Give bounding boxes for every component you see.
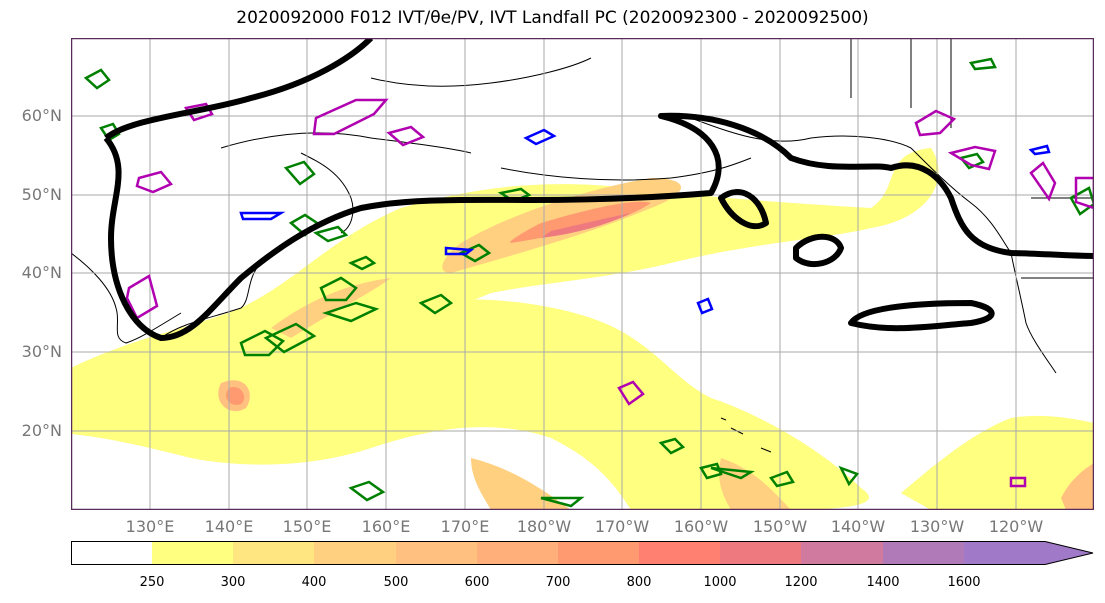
lon-label-170w: 170°W (594, 517, 650, 536)
map-panel (71, 38, 1094, 510)
coastlines (71, 38, 1094, 453)
cbar-bin-1400-1600 (883, 541, 964, 565)
map-frame (71, 38, 1094, 510)
cbar-label-800: 800 (626, 575, 652, 590)
cbar-bin-600-700 (477, 541, 558, 565)
lon-label-150e: 150°E (282, 517, 332, 536)
pv-blue-contours (239, 128, 1051, 315)
cbar-label-1400: 1400 (866, 575, 900, 590)
lat-label-50n: 50°N (21, 185, 62, 204)
cbar-extend-arrow (1045, 541, 1093, 565)
lat-label-20n: 20°N (21, 421, 62, 440)
cbar-label-300: 300 (220, 575, 246, 590)
cbar-label-600: 600 (464, 575, 490, 590)
cbar-bin-700-800 (558, 541, 639, 565)
cbar-label-1200: 1200 (784, 575, 818, 590)
lon-label-120w: 120°W (988, 517, 1044, 536)
cbar-outline (71, 541, 1094, 565)
cbar-bin-1000-1200 (720, 541, 801, 565)
cbar-bin-below-250 (71, 541, 152, 565)
ivt-colorbar (71, 541, 1094, 565)
cbar-bin-above-1600 (964, 541, 1045, 565)
lat-label-30n: 30°N (21, 342, 62, 361)
lon-label-160e: 160°E (361, 517, 411, 536)
cbar-label-400: 400 (301, 575, 327, 590)
lon-label-150w: 150°W (752, 517, 808, 536)
lon-label-130w: 130°W (909, 517, 965, 536)
pv-magenta-contours (125, 98, 1094, 488)
lat-label-60n: 60°N (21, 106, 62, 125)
lon-label-130e: 130°E (125, 517, 175, 536)
cbar-bin-500-600 (396, 541, 477, 565)
cbar-label-500: 500 (383, 575, 409, 590)
landfall-pc-contour (103, 38, 1094, 341)
cbar-bin-800-1000 (639, 541, 720, 565)
lon-label-180w: 180°W (516, 517, 572, 536)
lat-label-40n: 40°N (21, 263, 62, 282)
lon-label-170e: 170°E (440, 517, 490, 536)
cbar-label-700: 700 (545, 575, 571, 590)
cbar-label-1000: 1000 (703, 575, 737, 590)
lon-label-140e: 140°E (204, 517, 254, 536)
cbar-bin-400-500 (314, 541, 396, 565)
lon-label-140w: 140°W (830, 517, 886, 536)
cbar-bin-300-400 (233, 541, 314, 565)
plot-title: 2020092000 F012 IVT/θe/PV, IVT Landfall … (236, 8, 869, 28)
cbar-label-250: 250 (139, 575, 165, 590)
lon-label-160w: 160°W (673, 517, 729, 536)
cbar-label-1600: 1600 (947, 575, 981, 590)
cbar-bin-250-300 (152, 541, 233, 565)
cbar-bin-1200-1400 (801, 541, 883, 565)
